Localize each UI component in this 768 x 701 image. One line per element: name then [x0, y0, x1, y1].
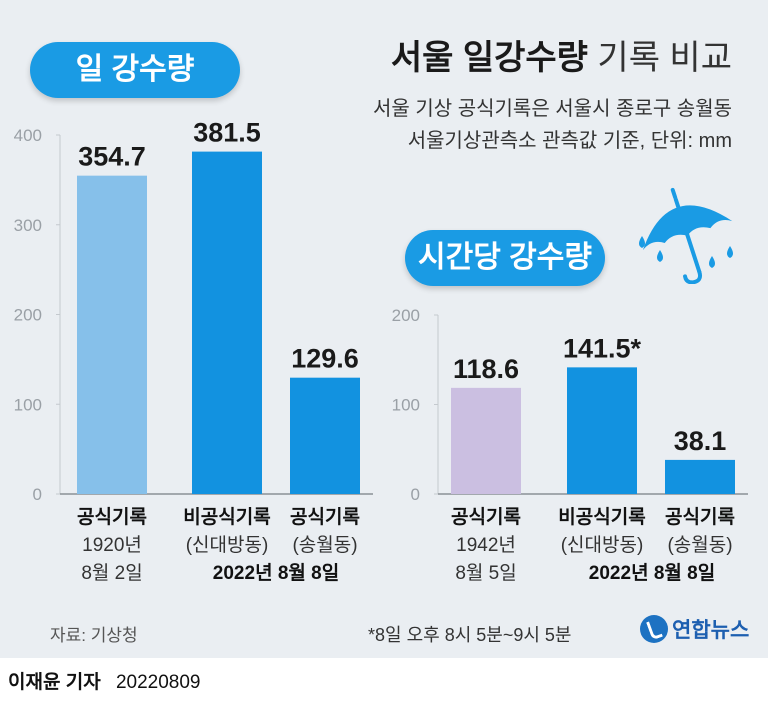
yonhap-logo-icon — [640, 615, 668, 643]
category-label: 1942년 — [456, 534, 516, 556]
bar — [567, 367, 637, 494]
daily-rainfall-chart: 0 100 200 300 400 354.7 공식기록 1920년 8월 2일 381.5 비공식… — [14, 118, 373, 584]
category-label: 8월 2일 — [81, 562, 142, 584]
daily-chart-title: 일 강수량 — [75, 53, 195, 86]
y-tick-label: 200 — [14, 306, 42, 325]
subtitle-line-2: 서울기상관측소 관측값 기준, 단위: mm — [407, 130, 732, 152]
category-label: (송월동) — [667, 534, 732, 556]
data-label: 129.6 — [291, 344, 359, 374]
category-label: 1920년 — [82, 534, 142, 556]
byline: 이재윤 기자 20220809 — [8, 667, 201, 694]
bar — [451, 387, 521, 494]
category-label: 공식기록 — [290, 506, 360, 528]
y-tick-label: 100 — [14, 395, 42, 414]
y-tick-label: 400 — [14, 126, 42, 145]
shared-date-label: 2022년 8월 8일 — [213, 562, 339, 584]
source-credit: 자료: 기상청 — [50, 626, 138, 645]
footnote: *8일 오후 8시 5분~9시 5분 — [368, 625, 572, 645]
category-label: 공식기록 — [77, 506, 147, 528]
category-label: (송월동) — [292, 534, 357, 556]
title-bold: 서울 일강수량 — [390, 39, 588, 77]
category-label: (신대방동) — [186, 534, 269, 556]
bar — [77, 175, 147, 495]
category-label: 공식기록 — [451, 506, 521, 528]
y-tick-label: 300 — [14, 216, 42, 235]
hourly-rainfall-chart: 0 100 200 118.6 공식기록 1942년 8월 5일 141.5* 비공식기록 (신대… — [392, 306, 748, 584]
y-tick-label: 0 — [411, 485, 420, 504]
category-label: 비공식기록 — [558, 506, 645, 528]
yonhap-logo: 연합뉴스 — [640, 614, 749, 644]
bar — [290, 377, 360, 494]
logo-text: 연합뉴스 — [672, 619, 750, 642]
data-label: 118.6 — [453, 354, 519, 384]
reporter-name: 이재윤 기자 — [8, 672, 101, 693]
umbrella-rain-icon — [639, 187, 733, 284]
y-tick-label: 0 — [33, 485, 42, 504]
bar — [665, 459, 735, 494]
category-label: 비공식기록 — [183, 506, 270, 528]
data-label: 38.1 — [674, 426, 727, 456]
y-tick-label: 200 — [392, 306, 420, 325]
category-label: (신대방동) — [561, 534, 644, 556]
data-label: 141.5* — [563, 333, 642, 363]
category-label: 공식기록 — [665, 506, 735, 528]
page-title: 서울 일강수량 기록 비교 — [391, 30, 732, 79]
y-tick-label: 100 — [392, 396, 420, 415]
daily-rainfall-pill: 일 강수량 — [30, 42, 240, 98]
title-light: 기록 비교 — [597, 39, 732, 77]
bar — [192, 151, 262, 494]
subtitle-line-1: 서울 기상 공식기록은 서울시 종로구 송월동 — [373, 98, 732, 120]
category-label: 8월 5일 — [455, 562, 516, 584]
data-label: 381.5 — [193, 118, 261, 148]
shared-date-label: 2022년 8월 8일 — [589, 562, 715, 584]
hourly-rainfall-pill: 시간당 강수량 — [405, 230, 605, 286]
hourly-chart-title: 시간당 강수량 — [418, 241, 592, 274]
report-date: 20220809 — [115, 672, 201, 693]
data-label: 354.7 — [78, 142, 146, 172]
